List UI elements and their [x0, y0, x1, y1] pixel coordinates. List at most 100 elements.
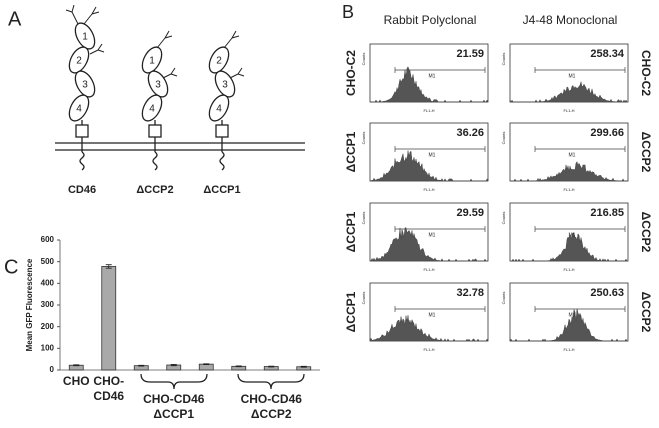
- column-header: J4-48 Monoclonal: [523, 13, 618, 27]
- axis-label: Counts: [361, 53, 366, 66]
- axis-label: FL1-H: [563, 187, 574, 192]
- marker-gate: [534, 67, 626, 73]
- error-bar: [138, 364, 145, 367]
- axis-label: Counts: [361, 292, 366, 305]
- error-bar: [73, 364, 80, 367]
- glycan: [223, 30, 240, 49]
- mean-value: 299.66: [590, 127, 624, 139]
- ccp-domain: 1: [74, 22, 96, 50]
- row-label: ΔCCP1: [344, 131, 358, 172]
- y-tick-label: 600: [41, 235, 55, 244]
- ccp-domain: 4: [141, 94, 163, 122]
- axis-label: FL1-H: [423, 347, 434, 352]
- marker-gate: [534, 226, 626, 232]
- glycan: [162, 67, 178, 79]
- mean-value: 258.34: [590, 48, 625, 60]
- y-tick-label: 0: [50, 365, 55, 374]
- marker-label: M1: [569, 312, 576, 318]
- marker-label: M1: [429, 232, 436, 238]
- bar: [101, 266, 117, 371]
- domain-shape: [74, 22, 96, 50]
- glycan: [156, 30, 173, 49]
- histogram: [510, 232, 628, 262]
- y-tick-label: 200: [41, 322, 55, 331]
- mean-value: 36.26: [456, 127, 484, 139]
- domain-shape: [74, 70, 96, 98]
- domain-shape: [141, 46, 163, 74]
- histogram: [509, 81, 629, 103]
- mean-value: 216.85: [590, 207, 624, 219]
- row-label: CHO-C2: [639, 50, 653, 96]
- marker-label: M1: [569, 232, 576, 238]
- histogram: [509, 161, 629, 182]
- column-header: Rabbit Polyclonal: [384, 13, 477, 27]
- y-tick-label: 300: [41, 300, 55, 309]
- domain-label: 2: [76, 56, 82, 67]
- marker-gate: [394, 226, 486, 232]
- construct-label: ΔCCP1: [203, 184, 240, 196]
- domain-label: 4: [76, 104, 82, 115]
- glycan: [65, 4, 79, 25]
- ccp-domain: 1: [141, 46, 163, 74]
- domain-shape: [208, 46, 230, 74]
- histogram: [369, 150, 489, 182]
- domain-label: 3: [82, 80, 88, 91]
- y-axis-label: Mean GFP Fluorescence: [25, 258, 34, 351]
- axis-label: FL1-H: [563, 267, 574, 272]
- axis-label: Counts: [501, 212, 506, 225]
- mean-value: 32.78: [456, 287, 484, 299]
- error-bar: [105, 264, 112, 269]
- panel-label: B: [342, 2, 354, 22]
- y-tick-label: 500: [41, 257, 55, 266]
- marker-label: M1: [429, 152, 436, 158]
- cytoplasmic-tail: [79, 151, 85, 171]
- stalk-box: [215, 124, 229, 138]
- histogram: [369, 315, 489, 342]
- panel-label: C: [4, 256, 18, 278]
- error-bar: [268, 365, 275, 368]
- ccp-domain: 2: [208, 46, 230, 74]
- domain-shape: [141, 94, 163, 122]
- row-label: ΔCCP2: [639, 292, 653, 333]
- domain-shape: [68, 46, 90, 74]
- construct-label: CD46: [68, 184, 96, 196]
- ccp-domain: 2: [68, 46, 90, 74]
- row-label: ΔCCP1: [344, 291, 358, 332]
- error-bar: [170, 363, 177, 367]
- axis-label: Counts: [361, 132, 366, 145]
- mean-value: 250.63: [590, 287, 624, 299]
- x-tick-label: CHO-CD46 ΔCCP1: [143, 392, 205, 421]
- axis-label: Counts: [501, 53, 506, 66]
- axis-label: Counts: [501, 132, 506, 145]
- marker-gate: [394, 146, 486, 152]
- marker-label: M1: [569, 152, 576, 158]
- error-bar: [300, 365, 307, 368]
- panel-label: A: [8, 8, 22, 30]
- mean-value: 29.59: [456, 207, 484, 219]
- x-tick-label: CHO: [62, 374, 90, 388]
- y-tick-label: 400: [41, 278, 55, 287]
- axis-label: FL1-H: [423, 108, 434, 113]
- construct-label: ΔCCP2: [136, 184, 173, 196]
- mean-value: 21.59: [456, 48, 484, 60]
- axis-label: FL1-H: [423, 267, 434, 272]
- axis-label: Counts: [361, 212, 366, 225]
- ccp-domain: 4: [68, 94, 90, 122]
- glycan: [89, 43, 105, 55]
- glycan: [229, 67, 245, 79]
- axis-label: FL1-H: [563, 347, 574, 352]
- histogram: [509, 308, 628, 342]
- group-brace: [140, 373, 208, 390]
- domain-label: 1: [149, 56, 155, 67]
- marker-label: M1: [569, 73, 576, 79]
- domain-label: 4: [149, 104, 155, 115]
- stalk-box: [148, 124, 162, 138]
- row-label: ΔCCP1: [344, 211, 358, 252]
- marker-label: M1: [429, 312, 436, 318]
- cytoplasmic-tail: [152, 151, 158, 171]
- domain-shape: [68, 94, 90, 122]
- histogram-frame: [369, 43, 489, 103]
- domain-shape: [208, 94, 230, 122]
- error-bar: [235, 365, 242, 368]
